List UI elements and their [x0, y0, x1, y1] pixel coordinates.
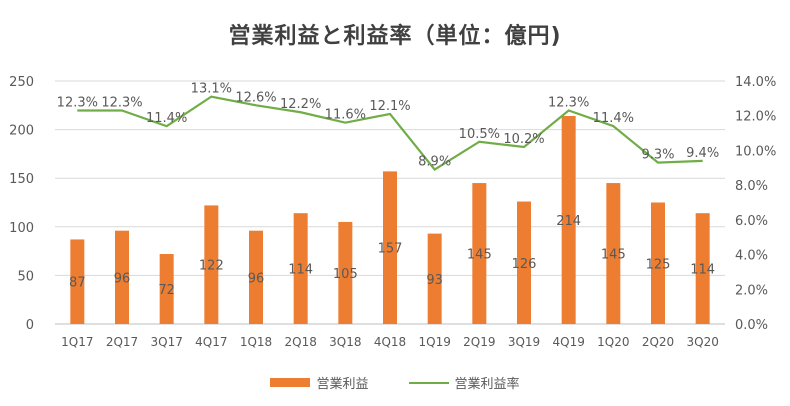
x-tick-label: 2Q17: [106, 335, 138, 349]
line-data-label: 12.2%: [280, 97, 321, 112]
x-tick-label: 4Q18: [374, 335, 406, 349]
legend-swatch-bar: [270, 378, 311, 387]
line-data-label: 11.4%: [593, 111, 634, 126]
line-data-label: 13.1%: [191, 82, 232, 97]
chart-title: 営業利益と利益率（単位：億円): [228, 24, 562, 49]
left-tick-label: 200: [9, 124, 34, 139]
bar-data-label: 96: [114, 271, 131, 286]
right-tick-label: 12.0%: [735, 110, 776, 125]
x-tick-label: 3Q17: [150, 335, 182, 349]
bar-data-label: 122: [199, 259, 224, 274]
line-data-label: 10.2%: [503, 132, 544, 147]
x-tick-label: 1Q18: [240, 335, 272, 349]
x-tick-label: 2Q19: [463, 335, 495, 349]
x-tick-label: 1Q20: [597, 335, 629, 349]
bar-data-label: 157: [378, 242, 403, 257]
line-data-label: 11.4%: [146, 111, 187, 126]
bar: [70, 239, 85, 324]
bar: [383, 171, 397, 324]
bar: [204, 205, 219, 324]
right-tick-label: 0.0%: [735, 318, 768, 333]
bar: [517, 201, 531, 324]
x-tick-label: 4Q19: [552, 335, 584, 349]
bar: [159, 254, 174, 324]
bar-data-label: 125: [646, 257, 671, 272]
bar-data-label: 72: [158, 283, 175, 298]
line-data-label: 10.5%: [459, 127, 500, 142]
bar: [115, 230, 129, 324]
line-data-label: 12.1%: [369, 99, 410, 114]
right-tick-label: 8.0%: [735, 179, 768, 194]
line-data-label: 8.9%: [418, 155, 451, 170]
x-tick-label: 1Q17: [61, 335, 93, 349]
line-data-label: 12.3%: [57, 96, 98, 111]
left-tick-label: 0: [26, 318, 34, 333]
legend-item-line: 営業利益率: [408, 373, 520, 392]
bar: [695, 213, 710, 324]
right-tick-label: 4.0%: [735, 249, 768, 264]
bar-data-label: 114: [690, 263, 715, 278]
left-tick-label: 50: [17, 269, 34, 284]
x-tick-label: 2Q18: [284, 335, 316, 349]
bar: [249, 230, 263, 324]
bar-data-label: 114: [288, 263, 313, 278]
bar: [427, 233, 442, 324]
bar-data-label: 145: [601, 248, 626, 263]
right-tick-label: 10.0%: [735, 144, 776, 159]
line-data-label: 12.3%: [101, 96, 142, 111]
line-data-label: 12.6%: [235, 90, 276, 105]
bar-data-label: 87: [69, 276, 86, 291]
line-data-label: 11.6%: [325, 108, 366, 123]
left-tick-label: 250: [9, 75, 34, 90]
right-tick-label: 14.0%: [735, 75, 776, 90]
line-data-label: 12.3%: [548, 96, 589, 111]
right-tick-label: 2.0%: [735, 283, 768, 298]
bar-data-label: 126: [512, 257, 537, 272]
legend-label-line: 営業利益率: [454, 377, 520, 392]
left-tick-label: 100: [9, 221, 34, 236]
line-data-label: 9.3%: [641, 148, 674, 163]
bar: [472, 183, 487, 324]
x-tick-label: 3Q20: [686, 335, 718, 349]
bar: [561, 115, 576, 324]
x-tick-label: 4Q17: [195, 335, 227, 349]
legend-swatch-line: [408, 381, 449, 384]
x-tick-label: 3Q18: [329, 335, 361, 349]
legend-label-bar: 営業利益: [316, 377, 369, 392]
x-tick-label: 1Q19: [418, 335, 450, 349]
x-tick-label: 3Q19: [508, 335, 540, 349]
line-data-label: 9.4%: [686, 146, 719, 161]
line-series: [77, 95, 703, 171]
right-tick-label: 6.0%: [735, 214, 768, 229]
legend: 営業利益 営業利益率: [0, 373, 790, 392]
bar-data-label: 96: [248, 271, 265, 286]
x-tick-label: 2Q20: [642, 335, 674, 349]
bar-data-label: 105: [333, 267, 358, 282]
bar: [338, 221, 353, 324]
bar: [293, 213, 308, 324]
bar-data-label: 214: [556, 214, 581, 229]
bar-data-label: 145: [467, 248, 492, 263]
bar: [651, 202, 665, 324]
left-tick-label: 150: [9, 172, 34, 187]
legend-item-bar: 営業利益: [270, 373, 369, 392]
bar-data-label: 93: [426, 273, 443, 288]
bar: [606, 183, 621, 324]
